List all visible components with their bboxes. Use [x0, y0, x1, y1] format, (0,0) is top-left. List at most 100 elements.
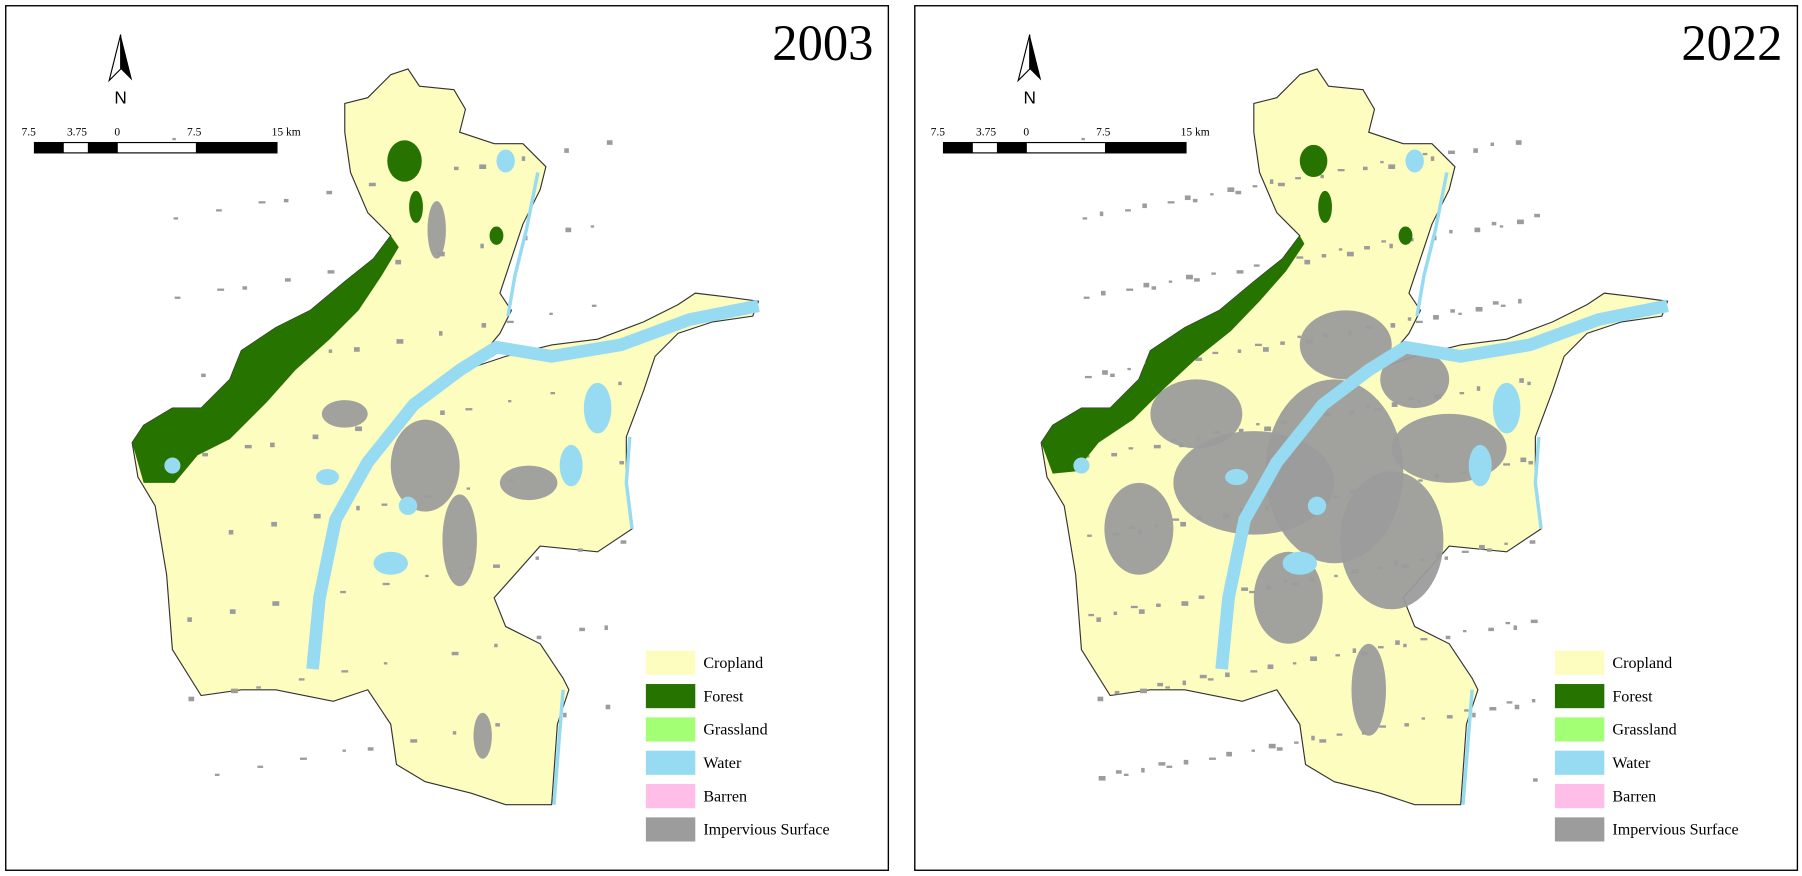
- impervious-patch: [1292, 662, 1297, 665]
- impervious-area: [1104, 482, 1174, 575]
- scale-bar-label: 15 km: [272, 127, 301, 139]
- impervious-patch: [1141, 767, 1145, 773]
- impervious-patch: [1531, 698, 1536, 703]
- impervious-patch: [1516, 219, 1524, 225]
- panel-year: 2022: [1681, 15, 1782, 71]
- impervious-patch: [1321, 254, 1327, 258]
- impervious-patch: [1514, 704, 1520, 710]
- impervious-patch: [356, 505, 360, 511]
- impervious-patch: [536, 635, 542, 640]
- impervious-patch: [1213, 431, 1221, 434]
- north-arrow: [1017, 34, 1031, 83]
- impervious-patch: [1098, 775, 1106, 781]
- impervious-patch: [313, 513, 321, 519]
- impervious-patch: [1158, 762, 1166, 766]
- impervious-patch: [214, 773, 220, 776]
- impervious-patch: [1404, 723, 1409, 727]
- impervious-patch: [1238, 428, 1244, 433]
- impervious-patch: [1269, 179, 1274, 184]
- river-edge: [1415, 172, 1543, 805]
- lake: [496, 149, 515, 173]
- map-panel: 2022 N 7.5 3.75 0 7.5 15 km Cropland Forest Grass…: [914, 5, 1799, 871]
- impervious-patch: [590, 225, 595, 228]
- scale-bar-segment: [195, 141, 278, 154]
- impervious-patch: [1282, 500, 1290, 504]
- impervious-patch: [620, 540, 627, 544]
- legend-swatch: [645, 717, 696, 742]
- impervious-patch: [1304, 259, 1311, 265]
- impervious-patch: [1476, 386, 1481, 391]
- lake: [164, 457, 181, 474]
- impervious-patch: [1335, 654, 1341, 657]
- impervious-patch: [1403, 643, 1407, 648]
- impervious-patch: [1083, 296, 1090, 299]
- impervious-patch: [1513, 625, 1517, 630]
- forest-area: [1318, 190, 1332, 224]
- scale-bar-segment: [62, 141, 90, 154]
- impervious-patch: [342, 749, 346, 752]
- impervious-area: [1351, 643, 1386, 736]
- legend-swatch: [1554, 750, 1605, 775]
- impervious-patch: [1207, 678, 1214, 681]
- impervious-patch: [1491, 221, 1497, 226]
- impervious-patch: [467, 566, 473, 570]
- impervious-patch: [1349, 410, 1354, 416]
- scale-bar-segment: [996, 141, 1027, 154]
- impervious-patch: [1156, 603, 1161, 607]
- impervious-patch: [565, 227, 572, 233]
- impervious-patch: [1528, 460, 1534, 465]
- impervious-patch: [1138, 609, 1145, 614]
- impervious-patch: [452, 731, 457, 735]
- impervious-patch: [1157, 682, 1164, 687]
- impervious-patch: [550, 392, 556, 395]
- impervious-patch: [410, 739, 418, 743]
- impervious-patch: [1171, 439, 1177, 442]
- impervious-patch: [1172, 518, 1180, 521]
- impervious-patch: [1099, 211, 1104, 217]
- impervious-patch: [1408, 396, 1414, 401]
- impervious-patch: [1474, 227, 1481, 233]
- north-label: N: [1023, 87, 1035, 107]
- impervious-patch: [1505, 621, 1511, 625]
- north-label: N: [114, 87, 126, 107]
- impervious-patch: [1277, 182, 1285, 187]
- impervious-patch: [1226, 751, 1232, 757]
- impervious-patch: [1266, 585, 1272, 590]
- impervious-patch: [258, 201, 266, 204]
- impervious-patch: [1184, 195, 1191, 201]
- impervious-patch: [383, 662, 388, 665]
- impervious-patch: [618, 381, 622, 386]
- forest-area: [132, 235, 399, 483]
- north-arrow-shade: [1029, 34, 1042, 81]
- impervious-patch: [1183, 759, 1189, 765]
- impervious-patch: [270, 442, 275, 448]
- impervious-area: [473, 712, 492, 759]
- impervious-patch: [1130, 605, 1138, 609]
- impervious-patch: [326, 190, 333, 195]
- legend-label: Cropland: [1612, 655, 1672, 672]
- impervious-patch: [1222, 513, 1230, 519]
- impervious-patch: [1115, 770, 1122, 774]
- lake: [398, 496, 418, 516]
- scale-bar-segment: [1025, 141, 1107, 154]
- impervious-patch: [174, 296, 181, 299]
- impervious-patch: [1114, 690, 1120, 695]
- impervious-patch: [1334, 574, 1338, 578]
- impervious-patch: [312, 434, 319, 440]
- impervious-patch: [1308, 577, 1315, 582]
- impervious-patch: [494, 643, 498, 648]
- impervious-patch: [201, 373, 206, 378]
- impervious-patch: [1350, 489, 1357, 495]
- impervious-patch: [381, 503, 388, 506]
- impervious-area: [442, 494, 477, 587]
- impervious-patch: [506, 320, 514, 324]
- impervious-patch: [563, 712, 567, 718]
- impervious-patch: [578, 548, 583, 552]
- impervious-patch: [1462, 629, 1467, 633]
- impervious-patch: [1221, 434, 1228, 440]
- impervious-patch: [521, 156, 526, 161]
- impervious-patch: [1264, 426, 1272, 432]
- legend-swatch: [645, 684, 696, 709]
- impervious-patch: [1530, 619, 1538, 624]
- impervious-patch: [1381, 240, 1386, 243]
